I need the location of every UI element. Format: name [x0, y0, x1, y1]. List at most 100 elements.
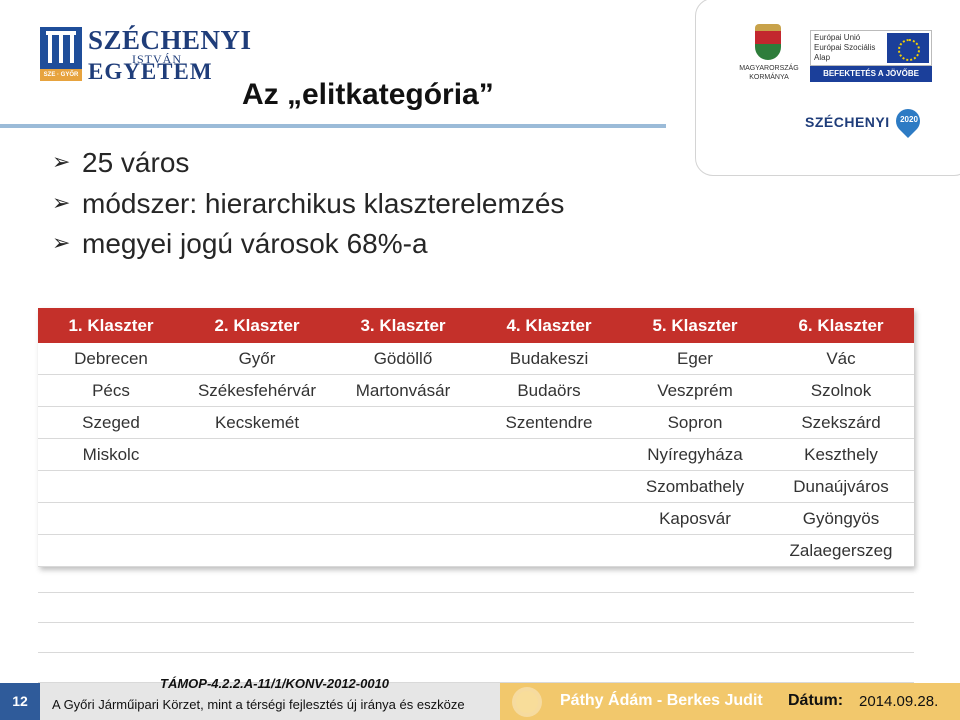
table-row: Szombathely Dunaújváros [38, 470, 914, 503]
authors: Páthy Ádám - Berkes Judit [560, 692, 763, 709]
invest-banner: BEFEKTETÉS A JÖVŐBE [810, 66, 932, 82]
table-cell: Miskolc [38, 438, 184, 471]
table-cell: Veszprém [622, 374, 768, 407]
table-cell: Martonvásár [330, 374, 476, 407]
table-cell [184, 438, 330, 471]
table-cell: Sopron [622, 406, 768, 439]
empty-row [38, 563, 914, 593]
table-header-cell: 6. Klaszter [768, 308, 914, 343]
table-cell [476, 470, 622, 503]
footer-bar [0, 683, 500, 720]
table-cell [38, 502, 184, 535]
logo-line-2: ISTVÁN [132, 52, 182, 66]
table-cell: Győr [184, 343, 330, 375]
table-cell [330, 438, 476, 471]
sun-icon [516, 691, 538, 713]
table-cell [476, 534, 622, 567]
university-logo: SZE · GYŐR SZÉCHENYI ISTVÁN EGYETEM [40, 25, 251, 85]
table-cell: Szentendre [476, 406, 622, 439]
project-title: A Győri Járműipari Körzet, mint a térség… [52, 697, 465, 712]
table-cell: Pécs [38, 374, 184, 407]
arrow-bullet-icon: ➢ [52, 149, 71, 174]
szechenyi-2020-year: 2020 [900, 115, 918, 124]
government-label: MAGYARORSZÁG KORMÁNYA [733, 64, 805, 82]
table-header-cell: 4. Klaszter [476, 308, 622, 343]
arrow-bullet-icon: ➢ [52, 190, 71, 215]
empty-row [38, 653, 914, 683]
table-cell [330, 470, 476, 503]
table-cell: Szolnok [768, 374, 914, 407]
bullet-item: ➢ 25 város [52, 147, 189, 179]
eu-line-3: Alap [814, 53, 831, 62]
title-underline [0, 124, 666, 128]
table-cell: Debrecen [38, 343, 184, 375]
date-label: Dátum: [788, 692, 844, 709]
table-cell: Nyíregyháza [622, 438, 768, 471]
table-row: Zalaegerszeg [38, 534, 914, 567]
empty-row [38, 593, 914, 623]
table-cell [330, 502, 476, 535]
cluster-table: 1. Klaszter 2. Klaszter 3. Klaszter 4. K… [38, 308, 914, 567]
table-header-cell: 1. Klaszter [38, 308, 184, 343]
szechenyi-2020-label: SZÉCHENYI [805, 114, 890, 130]
government-label-line-2: KORMÁNYA [749, 74, 789, 81]
table-cell: Gyöngyös [768, 502, 914, 535]
table-cell [184, 502, 330, 535]
table-row: Szeged Kecskemét Szentendre Sopron Szekszárd [38, 406, 914, 439]
table-cell [476, 438, 622, 471]
table-cell: Vác [768, 343, 914, 375]
table-row: Kaposvár Gyöngyös [38, 502, 914, 535]
table-row: Pécs Székesfehérvár Martonvásár Budaörs Vesz… [38, 374, 914, 407]
logo-badge: SZE · GYŐR [40, 69, 82, 81]
table-cell: Gödöllő [330, 343, 476, 375]
funding-logos-panel [695, 0, 960, 176]
eu-line-1: Európai Unió [814, 33, 861, 42]
table-cell [622, 534, 768, 567]
government-label-line-1: MAGYARORSZÁG [739, 65, 799, 72]
page-number: 12 [0, 683, 40, 720]
table-cell: Dunaújváros [768, 470, 914, 503]
table-cell: Szombathely [622, 470, 768, 503]
table-cell [476, 502, 622, 535]
table-cell: Budaörs [476, 374, 622, 407]
table-cell [184, 534, 330, 567]
table-header-row: 1. Klaszter 2. Klaszter 3. Klaszter 4. K… [38, 308, 914, 343]
date-value: 2014.09.28. [859, 693, 939, 710]
eu-line-2: Európai Szociális [814, 43, 876, 52]
table-cell: Székesfehérvár [184, 374, 330, 407]
table-cell: Kaposvár [622, 502, 768, 535]
bullet-item: ➢ módszer: hierarchikus klaszterelemzés [52, 188, 564, 220]
table-cell [330, 406, 476, 439]
table-cell: Keszthely [768, 438, 914, 471]
empty-table-rows [38, 563, 914, 683]
bullet-item: ➢ megyei jogú városok 68%-a [52, 228, 428, 260]
table-row: Debrecen Győr Gödöllő Budakeszi Eger Vác [38, 343, 914, 375]
eu-flag-icon [887, 33, 929, 63]
university-crest-icon: SZE · GYŐR [40, 27, 82, 81]
hungarian-coat-of-arms-icon [755, 24, 781, 60]
table-cell [38, 534, 184, 567]
slide-title: Az „elitkategória” [242, 78, 494, 111]
bullet-text: 25 város [82, 147, 190, 178]
bullet-text: módszer: hierarchikus klaszterelemzés [82, 188, 565, 219]
arrow-bullet-icon: ➢ [52, 230, 71, 255]
table-header-cell: 2. Klaszter [184, 308, 330, 343]
table-cell: Kecskemét [184, 406, 330, 439]
logo-line-3: EGYETEM [88, 59, 213, 84]
table-cell: Zalaegerszeg [768, 534, 914, 567]
table-cell: Budakeszi [476, 343, 622, 375]
table-cell [38, 470, 184, 503]
logo-line-1: SZÉCHENYI [88, 25, 252, 55]
eu-fund-logo: Európai Unió Európai Szociális Alap [810, 30, 932, 66]
table-cell: Szeged [38, 406, 184, 439]
table-cell [330, 534, 476, 567]
empty-row [38, 623, 914, 653]
table-header-cell: 5. Klaszter [622, 308, 768, 343]
footer-accent-bar [500, 683, 960, 720]
table-cell: Szekszárd [768, 406, 914, 439]
table-row: Miskolc Nyíregyháza Keszthely [38, 438, 914, 471]
bullet-text: megyei jogú városok 68%-a [82, 228, 428, 259]
project-code: TÁMOP-4.2.2.A-11/1/KONV-2012-0010 [160, 676, 390, 691]
table-cell: Eger [622, 343, 768, 375]
table-cell [184, 470, 330, 503]
